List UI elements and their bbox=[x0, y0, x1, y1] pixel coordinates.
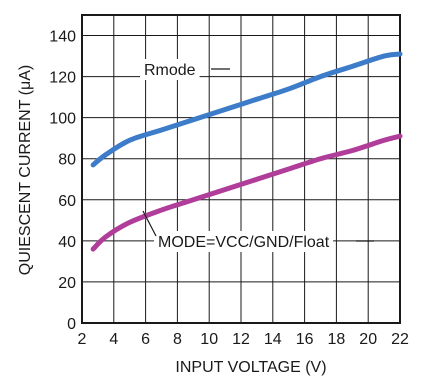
series-group bbox=[90, 51, 403, 252]
x-tick-label: 10 bbox=[200, 331, 218, 348]
y-tick-label: 120 bbox=[49, 70, 76, 87]
y-tick-label: 0 bbox=[67, 316, 76, 333]
x-tick-label: 20 bbox=[359, 331, 377, 348]
series-line-mode bbox=[90, 133, 403, 252]
rmode-label-bg bbox=[140, 59, 200, 80]
y-tick-label: 60 bbox=[58, 193, 76, 210]
y-axis-title: QUIESCENT CURRENT (μA) bbox=[17, 65, 34, 275]
y-tick-label: 80 bbox=[58, 152, 76, 169]
x-tick-label: 8 bbox=[173, 331, 182, 348]
x-tick-label: 2 bbox=[78, 331, 87, 348]
x-tick-label: 12 bbox=[232, 331, 250, 348]
x-axis-ticks: 2 4 6 8 10 12 14 16 18 20 22 bbox=[78, 331, 409, 348]
y-tick-label: 40 bbox=[58, 234, 76, 251]
grid bbox=[81, 15, 401, 324]
y-tick-label: 20 bbox=[58, 275, 76, 292]
x-tick-label: 22 bbox=[391, 331, 409, 348]
series-line-rmode bbox=[90, 51, 403, 168]
x-tick-label: 18 bbox=[328, 331, 346, 348]
y-tick-label: 100 bbox=[49, 111, 76, 128]
y-axis-ticks: 0 20 40 60 80 100 120 140 bbox=[49, 29, 76, 333]
x-tick-label: 16 bbox=[296, 331, 314, 348]
x-tick-label: 6 bbox=[141, 331, 150, 348]
annotations: Rmode MODE=VCC/GND/Float bbox=[140, 59, 374, 252]
mode-label: MODE=VCC/GND/Float bbox=[158, 234, 330, 251]
rmode-label: Rmode bbox=[144, 62, 196, 79]
plot-frame bbox=[81, 14, 401, 324]
mode-label-leader bbox=[142, 210, 157, 237]
x-axis-title: INPUT VOLTAGE (V) bbox=[175, 359, 326, 376]
y-tick-label: 140 bbox=[49, 29, 76, 46]
mode-label-bg bbox=[154, 231, 334, 252]
x-tick-label: 4 bbox=[109, 331, 118, 348]
x-tick-label: 14 bbox=[264, 331, 282, 348]
